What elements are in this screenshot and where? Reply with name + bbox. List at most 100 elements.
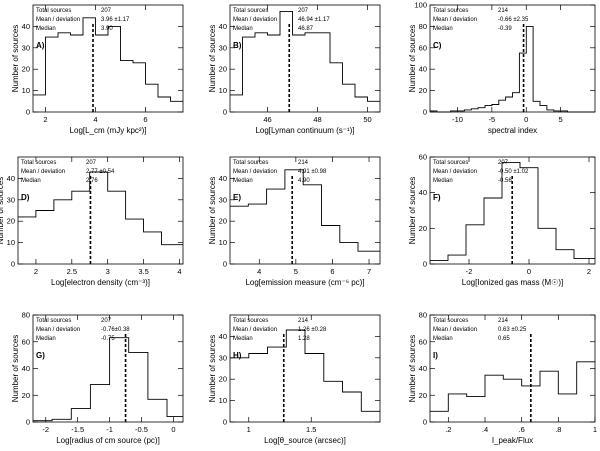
y-tick-label: 20 <box>419 86 427 95</box>
histogram-steps <box>33 17 183 102</box>
stats-value: 214 <box>298 318 309 324</box>
stats-value: 2.76 <box>86 178 98 184</box>
y-tick-label: 60 <box>419 337 427 346</box>
x-tick-label: 3.5 <box>138 267 148 276</box>
stats-label: Total sources <box>36 8 71 14</box>
x-tick-label: 2.5 <box>67 267 77 276</box>
stats-label: Mean / deviation <box>233 17 277 23</box>
histogram-panel-7: -2 -1.5 -1 -0.5 0 0 20 40 60 80 Log[radius of cm s… <box>11 311 184 445</box>
y-tick-label: 40 <box>419 364 427 373</box>
histogram-steps <box>430 161 595 261</box>
y-tick-label: 20 <box>219 65 227 74</box>
x-tick-label: 6 <box>143 115 147 124</box>
histogram-panel-8: 1 1.5 0 10 20 30 40 Log[θ_source (arcsec)] Numbe… <box>208 314 381 445</box>
y-tick-label: 10 <box>219 238 227 247</box>
y-tick-label: 0 <box>223 108 227 117</box>
x-tick-label: 0 <box>171 425 175 434</box>
y-tick-label: 60 <box>22 337 30 346</box>
x-tick-label: 1 <box>247 425 251 434</box>
y-tick-label: 30 <box>219 43 227 52</box>
y-tick-label: 10 <box>219 86 227 95</box>
y-tick-label: 10 <box>22 86 30 95</box>
stats-value: 207 <box>101 318 112 324</box>
stats-label: Median <box>233 336 253 342</box>
histogram-steps <box>230 169 380 252</box>
stats-value: 1.26 ±0.28 <box>298 327 327 333</box>
y-tick-label: 30 <box>22 43 30 52</box>
x-tick-label: 4 <box>93 115 97 124</box>
y-axis-label: Number of sources <box>208 25 217 93</box>
y-tick-label: 80 <box>22 311 30 320</box>
y-tick-label: 0 <box>11 260 15 269</box>
histogram-steps <box>18 171 183 246</box>
y-tick-label: 20 <box>219 375 227 384</box>
x-tick-label: 48 <box>313 115 321 124</box>
stats-label: Total sources <box>233 318 268 324</box>
stats-value: 3.90 <box>101 26 113 32</box>
y-axis-label: Number of sources <box>408 177 417 245</box>
y-tick-label: 60 <box>419 43 427 52</box>
y-tick-label: 0 <box>26 108 30 117</box>
y-tick-label: 10 <box>219 396 227 405</box>
panel-label: I) <box>433 351 438 360</box>
x-tick-label: 2 <box>587 267 591 276</box>
stats-label: Median <box>433 26 453 32</box>
x-tick-label: -10 <box>452 115 463 124</box>
x-tick-label: -2 <box>42 425 49 434</box>
stats-label: Total sources <box>36 318 71 324</box>
plot-frame <box>229 314 381 423</box>
x-tick-label: .4 <box>482 425 488 434</box>
x-tick-label: 2 <box>43 115 47 124</box>
x-tick-label: -2 <box>466 267 473 276</box>
x-axis-label: Log[electron density (cm⁻³)] <box>51 278 150 287</box>
y-tick-label: 80 <box>419 22 427 31</box>
stats-value: 207 <box>86 160 97 166</box>
y-tick-label: 0 <box>423 108 427 117</box>
y-tick-label: 20 <box>219 217 227 226</box>
y-tick-label: 40 <box>219 174 227 183</box>
y-axis-label: Number of sources <box>408 335 417 403</box>
histogram-steps <box>230 10 380 102</box>
panel-label: A) <box>36 41 45 50</box>
x-tick-label: 0 <box>527 267 531 276</box>
panel-label: G) <box>36 351 45 360</box>
stats-value: 207 <box>498 160 509 166</box>
stats-label: Total sources <box>433 8 468 14</box>
y-tick-label: 40 <box>219 22 227 31</box>
y-tick-label: 30 <box>7 195 15 204</box>
x-tick-label: .6 <box>519 425 525 434</box>
stats-label: Mean / deviation <box>21 169 65 175</box>
stats-label: Median <box>233 26 253 32</box>
x-tick-label: 46 <box>263 115 271 124</box>
stats-label: Mean / deviation <box>233 169 277 175</box>
x-tick-label: 0 <box>524 115 528 124</box>
stats-label: Median <box>21 178 41 184</box>
stats-label: Mean / deviation <box>36 17 80 23</box>
stats-label: Median <box>36 26 56 32</box>
histogram-steps <box>430 25 595 113</box>
stats-label: Median <box>233 178 253 184</box>
y-tick-label: 20 <box>419 224 427 233</box>
histogram-panel-2: 46 48 50 0 10 20 30 40 Log[Lyman continuum (s⁻¹)… <box>208 4 381 135</box>
stats-label: Mean / deviation <box>433 327 477 333</box>
y-tick-label: 40 <box>419 65 427 74</box>
histogram-panel-5: 4 5 6 7 0 10 20 30 40 Log[emission measure (cm⁻⁶ … <box>208 156 381 287</box>
y-tick-label: 0 <box>223 418 227 427</box>
y-tick-label: 0 <box>423 418 427 427</box>
x-axis-label: Log[L_cm (mJy kpc²)] <box>70 126 147 135</box>
x-tick-label: 6 <box>330 267 334 276</box>
stats-value: 0.63 ±0.25 <box>498 327 527 333</box>
x-tick-label: -5 <box>489 115 496 124</box>
y-axis-label: Number of sources <box>11 25 20 93</box>
panel-label: B) <box>233 41 242 50</box>
stats-label: Mean / deviation <box>433 169 477 175</box>
x-tick-label: 1.5 <box>306 425 316 434</box>
stats-label: Mean / deviation <box>36 327 80 333</box>
stats-value: 207 <box>298 8 309 14</box>
histogram-panel-3: -10 -5 0 5 0 20 40 60 80 100 spectral index Number … <box>408 1 596 135</box>
x-tick-label: 1 <box>593 425 597 434</box>
stats-label: Total sources <box>433 160 468 166</box>
stats-label: Total sources <box>233 160 268 166</box>
